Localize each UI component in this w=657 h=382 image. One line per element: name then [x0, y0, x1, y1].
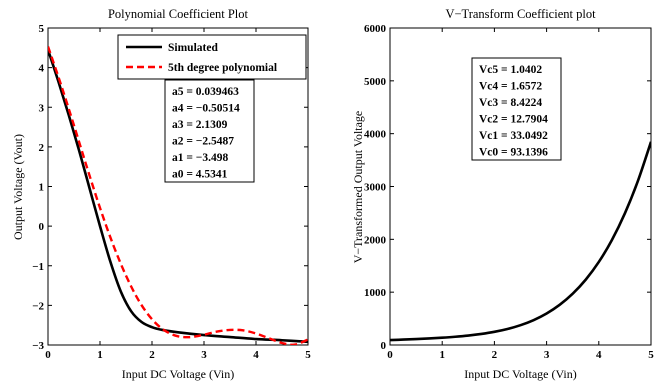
y-tick-label: −1 — [32, 261, 44, 273]
legend: Simulated 5th degree polynomial — [117, 34, 307, 80]
y-tick-label: 1 — [39, 182, 45, 194]
y-tick-label: −3 — [32, 340, 44, 352]
legend-label-2: 5th degree polynomial — [168, 62, 277, 74]
x-tick-label: 1 — [439, 349, 445, 361]
x-tick-label: 0 — [387, 349, 393, 361]
x-axis-label: Input DC Voltage (Vin) — [122, 367, 235, 381]
y-tick-label: 4000 — [364, 129, 387, 141]
y-tick-label: 5000 — [364, 76, 387, 88]
x-tick-label: 1 — [97, 349, 103, 361]
x-tick-label: 0 — [45, 349, 51, 361]
y-tick-label: 0 — [39, 221, 45, 233]
coefficient-box: a5 = 0.039463 a4 = −0.50514 a3 = 2.1309 a2 … — [164, 79, 255, 183]
y-tick-label: 1000 — [364, 287, 387, 299]
y-axis-label: V−Transformed Output Voltage — [351, 111, 365, 264]
coefficient-text: a1 = −3.498 — [172, 152, 228, 164]
coefficient-text: Vc5 = 1.0402 — [479, 64, 542, 76]
coefficient-text: Vc2 = 12.7904 — [479, 114, 548, 126]
y-tick-label: 5 — [39, 23, 45, 35]
coefficient-text: a4 = −0.50514 — [172, 103, 240, 115]
coefficient-text: a0 = 4.5341 — [172, 169, 228, 181]
series-line-1 — [48, 49, 308, 344]
y-tick-label: 4 — [39, 63, 45, 75]
coefficient-text: Vc4 = 1.6572 — [479, 81, 542, 93]
x-axis-label: Input DC Voltage (Vin) — [464, 367, 577, 381]
legend-box — [117, 34, 307, 80]
y-tick-label: 0 — [381, 340, 387, 352]
series-group — [390, 141, 651, 342]
x-tick-label: 5 — [305, 349, 311, 361]
y-tick-label: 2 — [39, 142, 45, 154]
series-group — [48, 46, 308, 345]
coefficient-text: Vc3 = 8.4224 — [479, 97, 542, 109]
series-line-2 — [48, 46, 308, 345]
coefficient-text: a5 = 0.039463 — [172, 86, 239, 98]
x-tick-label: 2 — [149, 349, 155, 361]
chart-title: Polynomial Coefficient Plot — [108, 7, 249, 21]
coefficient-text: a3 = 2.1309 — [172, 119, 228, 131]
coefficient-box-frame — [471, 57, 562, 161]
y-tick-label: 3000 — [364, 182, 387, 194]
coefficient-box: Vc5 = 1.0402 Vc4 = 1.6572 Vc3 = 8.4224 Vc2 … — [471, 57, 562, 161]
x-tick-label: 4 — [253, 349, 259, 361]
x-tick-label: 2 — [492, 349, 498, 361]
x-tick-label: 3 — [201, 349, 207, 361]
x-tick-label: 5 — [648, 349, 654, 361]
chart-panel-1: Polynomial Coefficient Plot Input DC Volt… — [11, 7, 311, 381]
legend-label-1: Simulated — [168, 42, 218, 54]
x-tick-label: 3 — [544, 349, 550, 361]
y-tick-label: 6000 — [364, 23, 387, 35]
series-line-1 — [390, 141, 651, 342]
coefficient-box-frame — [164, 79, 255, 183]
chart-title: V−Transform Coefficient plot — [445, 7, 596, 21]
coefficient-text: Vc1 = 33.0492 — [479, 130, 548, 142]
chart-panel-2: V−Transform Coefficient plot Input DC Vol… — [351, 7, 654, 381]
y-tick-label: 3 — [39, 102, 45, 114]
y-axis-label: Output Voltage (Vout) — [11, 134, 25, 240]
coefficient-text: a2 = −2.5487 — [172, 136, 234, 148]
x-tick-label: 4 — [596, 349, 602, 361]
y-tick-label: −2 — [32, 300, 44, 312]
coefficient-text: Vc0 = 93.1396 — [479, 147, 548, 159]
y-tick-label: 2000 — [364, 234, 387, 246]
